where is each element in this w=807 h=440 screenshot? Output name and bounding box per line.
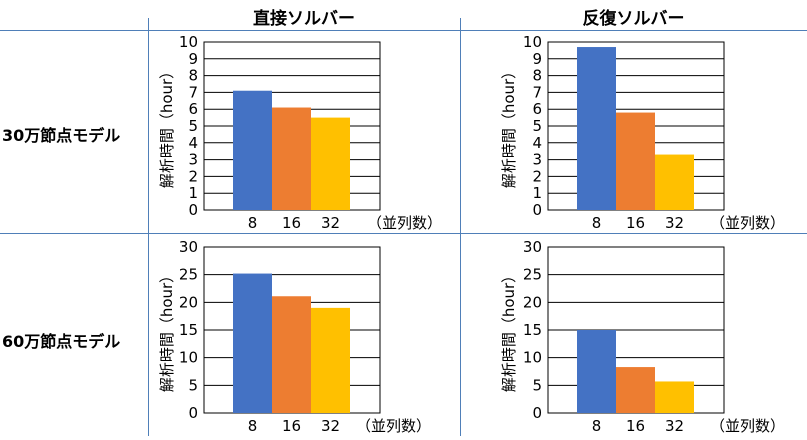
x-tick-label: 16 — [626, 214, 645, 232]
y-tick-label: 10 — [523, 349, 542, 367]
x-tick-label: 8 — [592, 417, 602, 435]
x-axis-label: （並列数） — [710, 417, 785, 435]
y-tick-label: 5 — [532, 117, 542, 135]
bar-32 — [311, 307, 350, 413]
y-axis-label: 解析時間（hour） — [500, 64, 518, 188]
y-tick-label: 4 — [188, 134, 198, 152]
x-tick-label: 32 — [321, 214, 340, 232]
y-tick-label: 3 — [188, 151, 198, 169]
x-tick-label: 32 — [321, 417, 340, 435]
bar-16 — [616, 112, 655, 210]
y-tick-label: 4 — [532, 134, 542, 152]
x-tick-label: 8 — [248, 417, 258, 435]
x-tick-label: 8 — [592, 214, 602, 232]
y-tick-label: 3 — [532, 151, 542, 169]
table-middle-line — [0, 233, 807, 234]
y-tick-label: 0 — [532, 201, 542, 219]
x-tick-label: 16 — [282, 214, 301, 232]
y-tick-label: 25 — [523, 266, 542, 284]
y-tick-label: 0 — [532, 404, 542, 422]
y-tick-label: 30 — [179, 238, 198, 256]
x-axis-label: （並列数） — [367, 214, 442, 232]
y-tick-label: 8 — [188, 67, 198, 85]
row-header-600k-model: 60万節点モデル — [2, 332, 121, 351]
y-tick-label: 2 — [188, 167, 198, 185]
bar-8 — [233, 90, 272, 210]
x-tick-label: 8 — [248, 214, 258, 232]
bar-8 — [233, 273, 272, 413]
table-top-line — [0, 30, 807, 31]
y-tick-label: 9 — [188, 50, 198, 68]
y-tick-label: 1 — [532, 184, 542, 202]
y-tick-label: 15 — [523, 321, 542, 339]
y-tick-label: 1 — [188, 184, 198, 202]
table-center-divider — [460, 18, 461, 436]
bar-32 — [655, 381, 694, 413]
y-tick-label: 8 — [532, 67, 542, 85]
y-tick-label: 9 — [532, 50, 542, 68]
y-tick-label: 20 — [523, 293, 542, 311]
y-tick-label: 5 — [532, 376, 542, 394]
y-axis-label: 解析時間（hour） — [158, 268, 176, 392]
bar-32 — [655, 154, 694, 210]
x-tick-label: 32 — [665, 214, 684, 232]
y-tick-label: 7 — [188, 83, 198, 101]
y-tick-label: 15 — [179, 321, 198, 339]
bar-32 — [311, 117, 350, 210]
column-header-iterative-solver: 反復ソルバー — [582, 9, 685, 29]
y-axis-label: 解析時間（hour） — [158, 64, 176, 188]
y-axis-label: 解析時間（hour） — [500, 268, 518, 392]
x-tick-label: 32 — [665, 417, 684, 435]
y-tick-label: 0 — [188, 201, 198, 219]
y-tick-label: 0 — [188, 404, 198, 422]
y-tick-label: 10 — [179, 349, 198, 367]
bar-chart-2: 0 5 10 15 20 25 30 8 16 32 （並列数） 解析時間（hour） — [158, 238, 431, 435]
bar-8 — [577, 47, 616, 210]
column-header-direct-solver: 直接ソルバー — [253, 9, 355, 29]
y-tick-label: 6 — [532, 100, 542, 118]
table-left-divider — [148, 18, 149, 436]
x-tick-label: 16 — [626, 417, 645, 435]
bar-chart-3: 0 5 10 15 20 25 30 8 16 32 （並列数） 解析時間（hour） — [500, 238, 785, 435]
bar-16 — [272, 107, 311, 210]
y-tick-label: 5 — [188, 117, 198, 135]
bar-8 — [577, 330, 616, 413]
y-tick-label: 2 — [532, 167, 542, 185]
row-header-300k-model: 30万節点モデル — [2, 126, 121, 145]
x-tick-label: 16 — [282, 417, 301, 435]
y-tick-label: 10 — [179, 33, 198, 51]
y-tick-label: 10 — [523, 33, 542, 51]
y-tick-label: 25 — [179, 266, 198, 284]
y-tick-label: 20 — [179, 293, 198, 311]
y-tick-label: 5 — [188, 376, 198, 394]
y-tick-label: 30 — [523, 238, 542, 256]
bar-16 — [272, 296, 311, 413]
bar-16 — [616, 367, 655, 413]
x-axis-label: （並列数） — [710, 214, 785, 232]
y-tick-label: 7 — [532, 83, 542, 101]
x-axis-label: （並列数） — [356, 417, 431, 435]
y-tick-label: 6 — [188, 100, 198, 118]
